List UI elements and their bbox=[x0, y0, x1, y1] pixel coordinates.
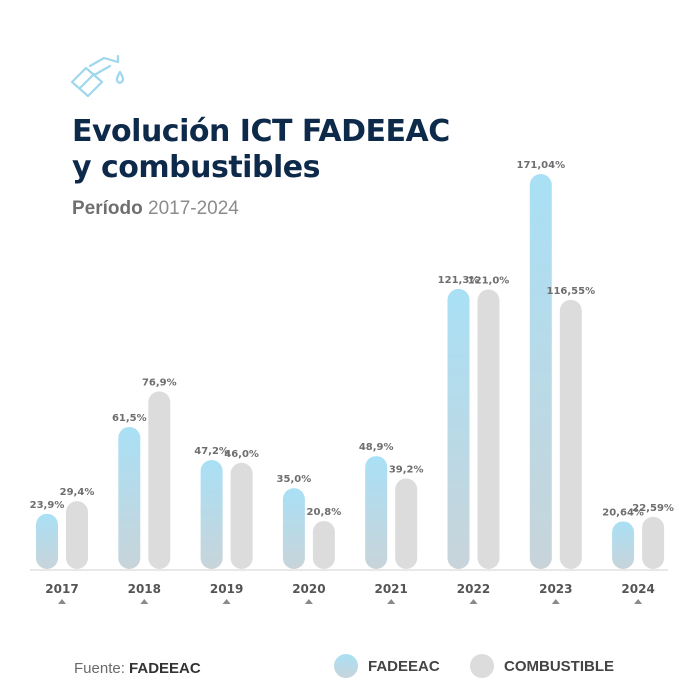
tick-marker-2018 bbox=[140, 599, 149, 604]
bar-label-fadeeac-2018: 61,5% bbox=[112, 413, 147, 424]
bar-label-combustible-2023: 116,55% bbox=[546, 286, 595, 297]
source-label: Fuente: bbox=[74, 660, 125, 677]
bar-label-combustible-2022: 121,0% bbox=[468, 276, 510, 287]
bar-label-fadeeac-2022: 121,3% bbox=[438, 275, 480, 286]
bar-label-fadeeac-2021: 48,9% bbox=[359, 442, 394, 453]
bar-label-fadeeac-2024: 20,64% bbox=[602, 507, 644, 518]
bar-combustible-2020 bbox=[312, 520, 335, 569]
bar-combustible-2019 bbox=[230, 462, 253, 569]
tick-marker-2019 bbox=[222, 599, 231, 604]
source-note: Fuente: FADEEAC bbox=[74, 660, 201, 677]
tick-marker-2021 bbox=[387, 599, 396, 604]
bar-fadeeac-2018 bbox=[118, 426, 141, 569]
bar-label-fadeeac-2017: 23,9% bbox=[30, 500, 65, 511]
x-tick-label-2021: 2021 bbox=[374, 582, 407, 596]
bar-fadeeac-2024 bbox=[612, 521, 635, 569]
title-line-1: Evolución ICT FADEEAC bbox=[72, 114, 450, 149]
bar-fadeeac-2020 bbox=[282, 488, 305, 569]
bar-label-combustible-2019: 46,0% bbox=[224, 449, 259, 460]
legend-label-fadeeac: FADEEAC bbox=[368, 657, 440, 675]
x-tick-label-2019: 2019 bbox=[210, 582, 243, 596]
bar-combustible-2023 bbox=[559, 299, 582, 569]
bar-fadeeac-2022 bbox=[447, 288, 470, 569]
bar-label-combustible-2020: 20,8% bbox=[307, 507, 342, 518]
tick-marker-2022 bbox=[469, 599, 478, 604]
bar-fadeeac-2021 bbox=[365, 456, 388, 569]
bar-fadeeac-2019 bbox=[200, 459, 223, 569]
bar-combustible-2022 bbox=[477, 289, 500, 569]
period-label: Período bbox=[72, 198, 143, 219]
tick-marker-2024 bbox=[634, 599, 643, 604]
x-tick-label-2023: 2023 bbox=[539, 582, 572, 596]
bar-fadeeac-2023 bbox=[529, 174, 552, 569]
legend-label-combustible: COMBUSTIBLE bbox=[504, 657, 614, 675]
bar-combustible-2017 bbox=[66, 501, 88, 569]
tick-marker-2023 bbox=[551, 599, 560, 604]
bar-label-combustible-2021: 39,2% bbox=[389, 464, 424, 475]
fuel-nozzle-icon bbox=[70, 54, 125, 98]
source-value: FADEEAC bbox=[129, 660, 201, 677]
title-line-2: y combustibles bbox=[72, 150, 320, 185]
tick-marker-2020 bbox=[304, 599, 313, 604]
bar-fadeeac-2017 bbox=[36, 513, 58, 569]
bar-label-fadeeac-2019: 47,2% bbox=[194, 446, 229, 457]
x-tick-label-2017: 2017 bbox=[45, 582, 78, 596]
legend-swatch-combustible bbox=[470, 654, 494, 678]
period-subtitle: Período 2017-2024 bbox=[72, 198, 239, 220]
bar-label-fadeeac-2020: 35,0% bbox=[277, 474, 312, 485]
bar-combustible-2021 bbox=[395, 478, 418, 569]
x-tick-label-2018: 2018 bbox=[128, 582, 161, 596]
bar-label-combustible-2024: 22,59% bbox=[632, 503, 674, 514]
bar-combustible-2018 bbox=[148, 391, 171, 569]
bar-combustible-2024 bbox=[642, 516, 665, 569]
x-tick-label-2022: 2022 bbox=[457, 582, 490, 596]
bar-label-combustible-2018: 76,9% bbox=[142, 377, 177, 388]
bar-label-combustible-2017: 29,4% bbox=[60, 487, 95, 498]
page-title: Evolución ICT FADEEAC y combustibles bbox=[72, 114, 450, 186]
tick-marker-2017 bbox=[58, 599, 66, 604]
period-range: 2017-2024 bbox=[148, 198, 239, 219]
legend-swatch-fadeeac bbox=[334, 654, 358, 678]
legend-combustible: COMBUSTIBLE bbox=[470, 654, 614, 678]
x-tick-label-2020: 2020 bbox=[292, 582, 325, 596]
legend-fadeeac: FADEEAC bbox=[334, 654, 440, 678]
bar-label-fadeeac-2023: 171,04% bbox=[516, 160, 565, 171]
x-tick-label-2024: 2024 bbox=[621, 582, 654, 596]
